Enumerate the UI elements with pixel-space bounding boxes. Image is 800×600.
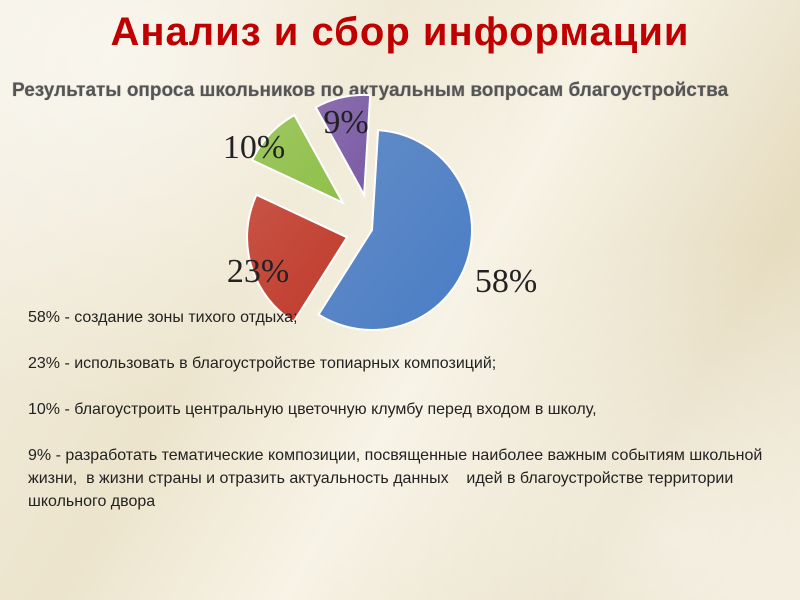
slice-9 xyxy=(314,93,372,199)
legend-item-23: 23% - использовать в благоустройстве топ… xyxy=(28,355,497,372)
legend-item-58: 58% - создание зоны тихого отдыха; xyxy=(28,309,298,326)
chart-title: Результаты опроса школьников по актуальн… xyxy=(12,80,729,101)
slide-title: Анализ и сбор информации xyxy=(110,10,690,54)
slice-10 xyxy=(250,113,346,205)
data-label-23: 23% xyxy=(227,253,289,290)
legend-item-10: 10% - благоустроить центральную цветочну… xyxy=(28,401,597,418)
data-label-58: 58% xyxy=(475,263,537,300)
slice-23 xyxy=(246,193,349,324)
slice-58 xyxy=(317,129,473,331)
legend-item-9: 9% - разработать тематические композиции… xyxy=(28,447,767,510)
legend: 58% - создание зоны тихого отдыха; 23% -… xyxy=(28,306,788,513)
data-label-9: 9% xyxy=(323,104,368,141)
data-label-10: 10% xyxy=(223,129,285,166)
